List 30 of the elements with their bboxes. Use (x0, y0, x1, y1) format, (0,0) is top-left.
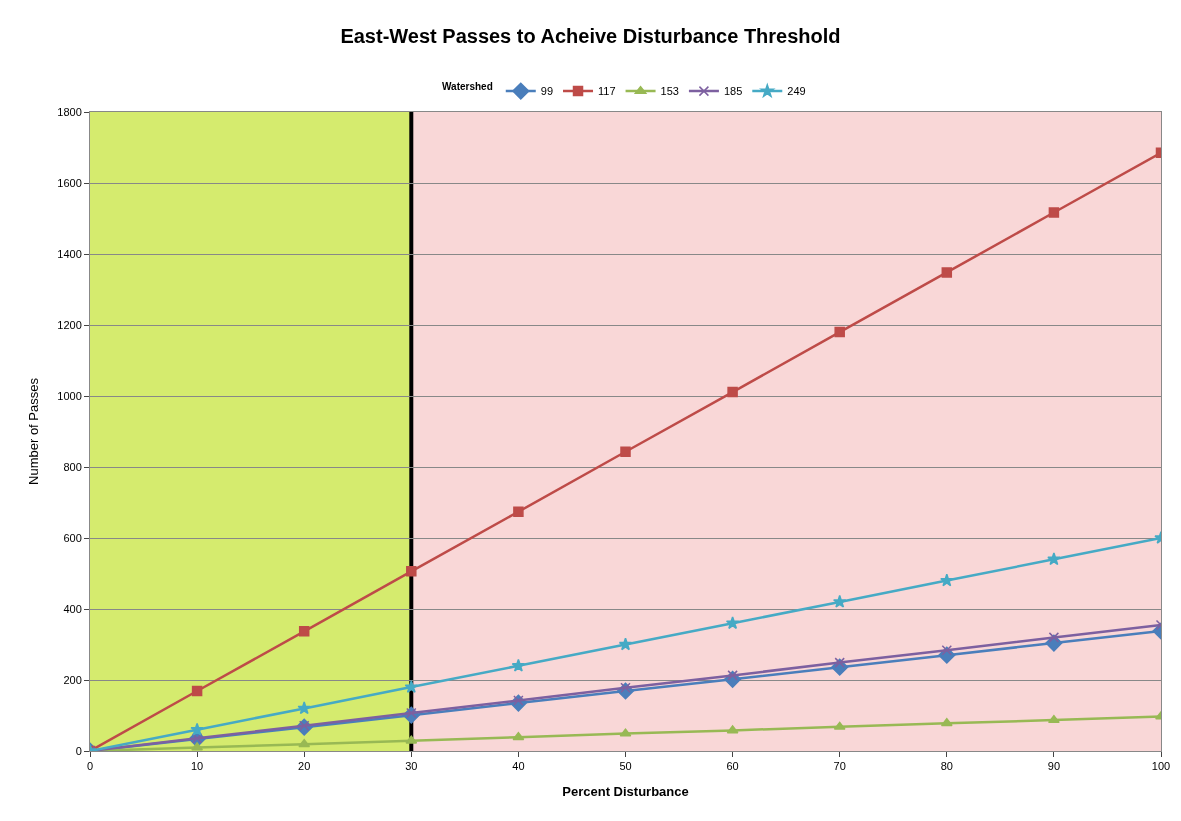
y-tick-label: 600 (63, 531, 82, 544)
x-tick-label: 90 (1047, 760, 1061, 773)
y-tick-label: 800 (63, 460, 82, 473)
legend-title: Watershed (442, 80, 493, 92)
y-tick-label: 1600 (57, 176, 82, 189)
x-axis-title: Percent Disturbance (562, 783, 689, 799)
legend-label: 249 (787, 85, 806, 98)
legend-label: 185 (723, 85, 743, 98)
y-axis-title: Number of Passes (26, 377, 42, 485)
x-tick-label: 80 (940, 760, 953, 773)
x-tick-label: 20 (298, 760, 311, 773)
x-tick-label: 0 (86, 760, 94, 773)
x-tick-label: 40 (512, 760, 525, 773)
x-tick-label: 100 (1151, 760, 1171, 773)
y-tick-label: 1400 (57, 247, 82, 260)
y-tick-label: 1200 (57, 318, 82, 331)
x-tick-label: 70 (833, 760, 846, 773)
legend-label: 153 (660, 85, 679, 98)
chart-title: East-West Passes to Acheive Disturbance Threshold (340, 24, 841, 47)
x-tick-label: 60 (726, 760, 739, 773)
x-tick-label: 50 (619, 760, 632, 773)
y-tick-label: 0 (75, 744, 82, 757)
y-tick-label: 400 (63, 602, 82, 615)
x-tick-label: 30 (405, 760, 418, 773)
y-tick-label: 1800 (57, 105, 82, 118)
legend-label: 99 (540, 85, 554, 98)
legend-label: 117 (598, 85, 616, 98)
y-tick-label: 200 (63, 673, 82, 686)
y-tick-label: 1000 (57, 389, 82, 402)
x-tick-label: 10 (190, 760, 204, 773)
